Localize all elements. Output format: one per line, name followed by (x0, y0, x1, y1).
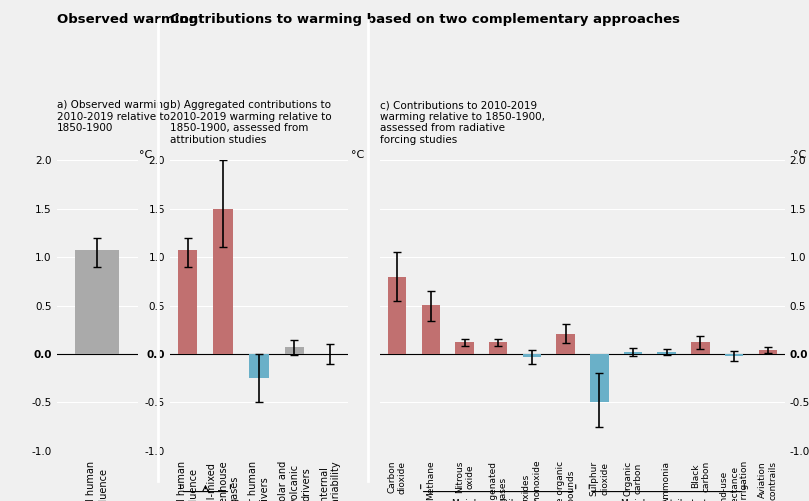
Bar (285, 347, 304, 354)
Bar (214, 209, 233, 354)
Bar (74, 250, 120, 354)
Bar (523, 354, 541, 357)
Bar (759, 350, 777, 354)
Text: Observed warming: Observed warming (57, 13, 197, 26)
Bar (455, 342, 474, 354)
Bar (557, 334, 575, 354)
Text: °C: °C (793, 150, 806, 160)
Bar (590, 354, 608, 402)
Bar (624, 352, 642, 354)
Bar (249, 354, 269, 378)
Bar (489, 342, 507, 354)
Text: Contributions to warming based on two complementary approaches: Contributions to warming based on two co… (170, 13, 680, 26)
Text: °C: °C (139, 150, 152, 160)
Bar (421, 305, 440, 354)
Text: c) Contributions to 2010-2019
warming relative to 1850-1900,
assessed from radia: c) Contributions to 2010-2019 warming re… (380, 100, 545, 145)
Bar (658, 352, 676, 354)
Text: °C: °C (351, 150, 365, 160)
Text: Mainly contribute to
changes in
anthropogenic aerosols: Mainly contribute to changes in anthropo… (614, 499, 720, 501)
Bar (691, 342, 709, 354)
Text: a) Observed warming
2010-2019 relative to
1850-1900: a) Observed warming 2010-2019 relative t… (57, 100, 170, 133)
Bar (388, 277, 406, 354)
Text: Mainly contribute to
changes in
non-CO₂ greenhouse gases: Mainly contribute to changes in non-CO₂ … (437, 499, 560, 501)
Bar (178, 250, 197, 354)
Bar (725, 354, 743, 356)
Text: b) Aggregated contributions to
2010-2019 warming relative to
1850-1900, assessed: b) Aggregated contributions to 2010-2019… (170, 100, 332, 145)
